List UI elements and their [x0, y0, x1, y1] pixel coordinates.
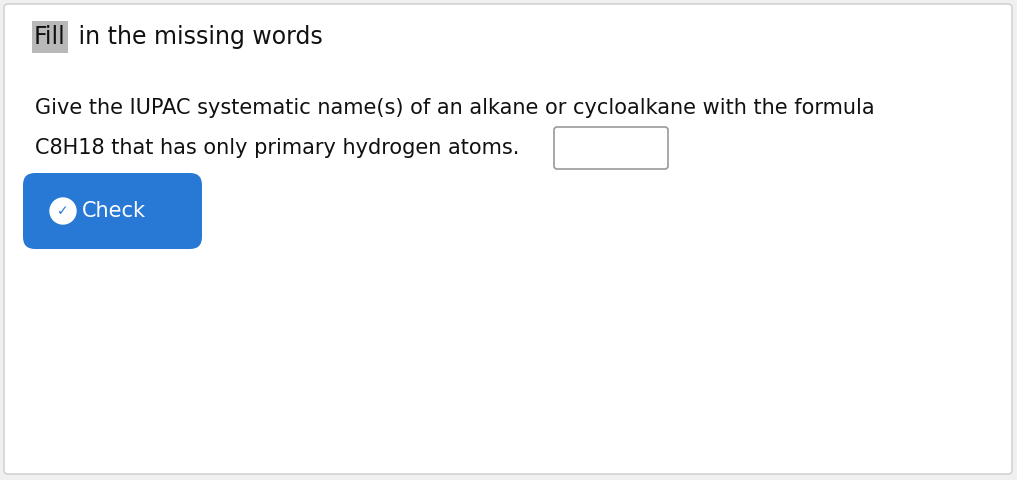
FancyBboxPatch shape — [32, 21, 68, 53]
FancyBboxPatch shape — [554, 127, 668, 169]
Text: Check: Check — [82, 201, 146, 221]
Text: in the missing words: in the missing words — [71, 25, 322, 49]
Circle shape — [50, 198, 76, 224]
Text: ✓: ✓ — [57, 204, 69, 218]
Text: Give the IUPAC systematic name(s) of an alkane or cycloalkane with the formula: Give the IUPAC systematic name(s) of an … — [35, 98, 875, 118]
FancyBboxPatch shape — [23, 173, 202, 249]
Text: C8H18 that has only primary hydrogen atoms.: C8H18 that has only primary hydrogen ato… — [35, 138, 520, 158]
FancyBboxPatch shape — [4, 4, 1012, 474]
Text: Fill: Fill — [35, 25, 66, 49]
